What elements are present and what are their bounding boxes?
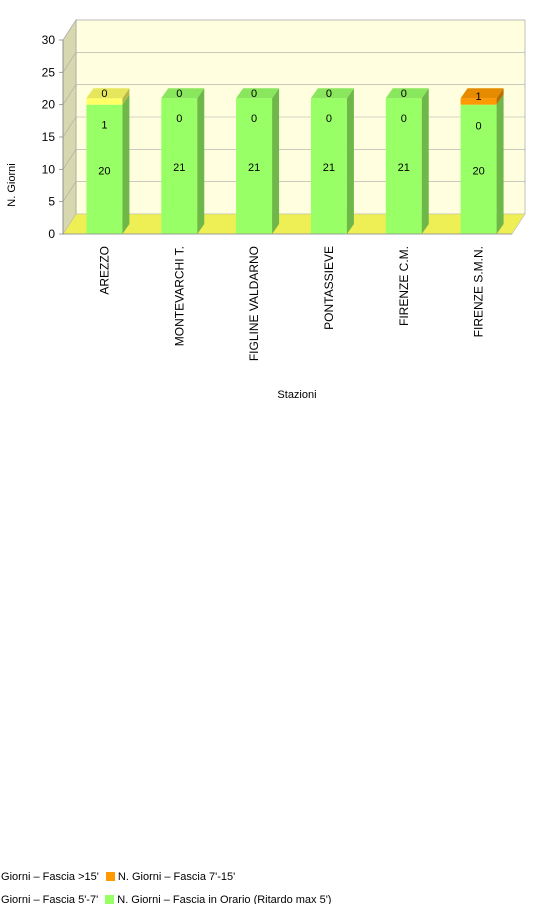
data-label-firenze-s-m-n-series-1: 0 xyxy=(476,121,482,133)
ytick-label-0: 0 xyxy=(48,227,55,241)
data-label-figline-valdarno-series-0: 21 xyxy=(248,162,260,174)
xtick-label-figline-valdarno: FIGLINE VALDARNO xyxy=(247,246,261,361)
ytick-label-10: 10 xyxy=(42,162,56,176)
bar-side-montevarchi-t-series-0 xyxy=(197,88,205,234)
floor xyxy=(62,213,526,235)
bar-firenze-c-m-series-0 xyxy=(385,98,422,234)
data-label-firenze-c-m-series-1: 0 xyxy=(401,113,407,125)
xtick-label-pontassieve: PONTASSIEVE xyxy=(322,246,336,330)
legend-item-over-15: N. Giorni – Fascia >15' xyxy=(0,871,102,883)
bar-firenze-s-m-n-series-0 xyxy=(460,104,497,235)
data-label-pontassieve-series-1: 0 xyxy=(326,113,332,125)
bar-montevarchi-t-series-0 xyxy=(161,98,198,234)
legend-swatch-7-15 xyxy=(105,872,115,881)
bar-top-montevarchi-t xyxy=(161,88,205,99)
bar-pontassieve-series-0 xyxy=(310,98,347,234)
x-axis-title: Stazioni xyxy=(277,389,316,401)
data-label-figline-valdarno-series-1: 0 xyxy=(251,113,257,125)
ytick-label-20: 20 xyxy=(42,98,56,112)
data-label-arezzo-series-1: 1 xyxy=(101,120,107,132)
data-label-montevarchi-t-series-3: 0 xyxy=(176,88,182,100)
grid-diag-5 xyxy=(62,181,77,202)
bar-side-figline-valdarno-series-0 xyxy=(272,88,280,234)
legend-label-in-orario: N. Giorni – Fascia in Orario (Ritardo ma… xyxy=(117,894,332,904)
data-label-arezzo-series-0: 20 xyxy=(98,165,110,177)
xtick-label-arezzo: AREZZO xyxy=(97,246,111,295)
bar-firenze-s-m-n-series-2 xyxy=(460,98,497,105)
data-label-pontassieve-series-0: 21 xyxy=(323,162,335,174)
grid-diag-20 xyxy=(62,84,77,105)
ytick-label-25: 25 xyxy=(42,65,56,79)
legend-label-5-7: N. Giorni – Fascia 5'-7' xyxy=(0,894,99,904)
grid-diag-10 xyxy=(62,149,77,170)
data-label-figline-valdarno-series-3: 0 xyxy=(251,88,257,100)
y-axis-title: N. Giorni xyxy=(6,163,18,206)
grid-diag-30 xyxy=(62,19,77,41)
data-label-pontassieve-series-3: 0 xyxy=(326,88,332,100)
ytick-label-5: 5 xyxy=(48,195,55,209)
xtick-label-firenze-c-m: FIRENZE C.M. xyxy=(397,246,411,326)
data-label-montevarchi-t-series-0: 21 xyxy=(173,162,185,174)
data-label-firenze-c-m-series-3: 0 xyxy=(401,88,407,100)
bar-side-arezzo-series-1 xyxy=(122,88,130,105)
bar-side-pontassieve-series-0 xyxy=(346,88,354,234)
data-label-montevarchi-t-series-1: 0 xyxy=(176,113,182,125)
ytick-label-15: 15 xyxy=(42,130,56,144)
data-label-firenze-c-m-series-0: 21 xyxy=(398,162,410,174)
bar-arezzo-series-0 xyxy=(86,104,123,235)
bar-top-pontassieve xyxy=(310,88,354,99)
legend-swatch-in-orario xyxy=(105,895,115,904)
bar-side-arezzo-series-0 xyxy=(122,94,130,235)
bar-arezzo-series-1 xyxy=(86,98,123,105)
data-label-firenze-s-m-n-series-2: 1 xyxy=(476,91,482,103)
bar-top-figline-valdarno xyxy=(236,88,280,99)
bar-top-arezzo xyxy=(86,88,130,99)
grid-diag-25 xyxy=(62,52,77,73)
data-label-arezzo-series-3: 0 xyxy=(101,88,107,100)
data-label-firenze-s-m-n-series-0: 20 xyxy=(472,165,484,177)
bar-top-firenze-s-m-n xyxy=(460,88,504,99)
bar-side-firenze-c-m-series-0 xyxy=(421,88,429,234)
legend-label-over-15: N. Giorni – Fascia >15' xyxy=(0,871,99,883)
bar-figline-valdarno-series-0 xyxy=(236,98,273,234)
xtick-label-firenze-s-m-n: FIRENZE S.M.N. xyxy=(472,246,486,337)
xtick-label-montevarchi-t: MONTEVARCHI T. xyxy=(172,246,186,346)
ytick-label-30: 30 xyxy=(42,33,56,47)
chart: 20 1 0 21 0 0 21 0 0 21 0 0 21 0 0 20 0 1 0 5 10 15 20 25 30 ARE… xyxy=(0,18,526,904)
bar-top-firenze-c-m xyxy=(385,88,429,99)
bar-side-firenze-s-m-n-series-0 xyxy=(496,94,504,235)
grid-diag-15 xyxy=(62,116,77,138)
legend-label-7-15: N. Giorni – Fascia 7'-15' xyxy=(117,871,236,883)
bar-side-firenze-s-m-n-series-2 xyxy=(496,88,504,105)
